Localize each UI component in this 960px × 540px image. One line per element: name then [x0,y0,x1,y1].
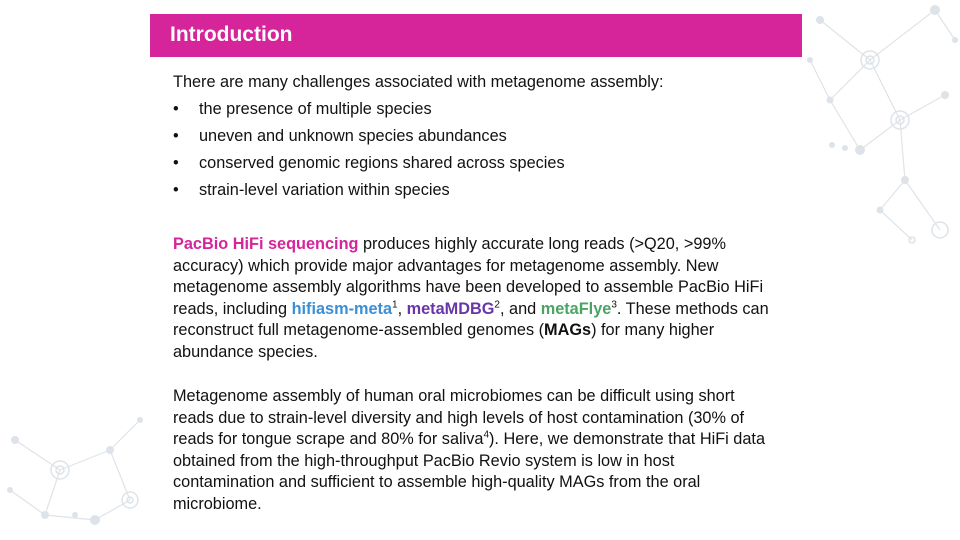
paragraph-text: ). Here, we demonstrate that HiFi data o… [173,430,765,513]
list-item-text: strain-level variation within species [199,180,450,199]
reference-2: 2 [494,299,500,311]
metamdbg-highlight: metaMDBG [406,299,495,318]
metaflye-highlight: metaFlye [540,299,612,318]
introduction-body: There are many challenges associated wit… [173,72,773,515]
section-title: Introduction [170,23,293,46]
list-item: • uneven and unknown species abundances [173,126,773,148]
challenges-lead-text: There are many challenges associated wit… [173,73,664,91]
pacbio-hifi-highlight: PacBio HiFi sequencing [173,235,359,253]
mags-term: MAGs [544,321,592,339]
reference-4: 4 [483,429,489,441]
paragraph-text: , and [499,299,541,318]
list-item: • the presence of multiple species [173,99,773,121]
paragraph-text: ) for many higher abundance species. [173,321,715,361]
list-item-text: uneven and unknown species abundances [199,126,507,145]
section-header-bar: Introduction [150,14,802,57]
bullet-icon: • [173,180,179,199]
oral-microbiome-paragraph: Metagenome assembly of human oral microb… [173,386,773,515]
paragraph-text: , [397,299,407,318]
list-item: • conserved genomic regions shared across… [173,153,773,175]
paragraph-text: produces highly accurate long reads (>Q2… [173,235,764,318]
content-panel: Introduction There are many challenges a… [150,0,802,540]
list-item-text: conserved genomic regions shared across … [199,153,565,172]
list-item-text: the presence of multiple species [199,99,432,118]
paragraph-text: . These methods can reconstruct full met… [173,299,769,340]
challenges-list: • the presence of multiple species • uneve… [173,99,773,202]
hifiasm-meta-highlight: hifiasm-meta [291,299,393,318]
list-item: • strain-level variation within species [173,180,773,202]
bullet-icon: • [173,126,179,145]
bullet-icon: • [173,153,179,172]
paragraph-text: Metagenome assembly of human oral microb… [173,387,745,448]
hifi-paragraph: PacBio HiFi sequencing produces highly a… [173,234,773,363]
reference-1: 1 [392,299,398,311]
reference-3: 3 [611,299,617,311]
bullet-icon: • [173,99,179,118]
